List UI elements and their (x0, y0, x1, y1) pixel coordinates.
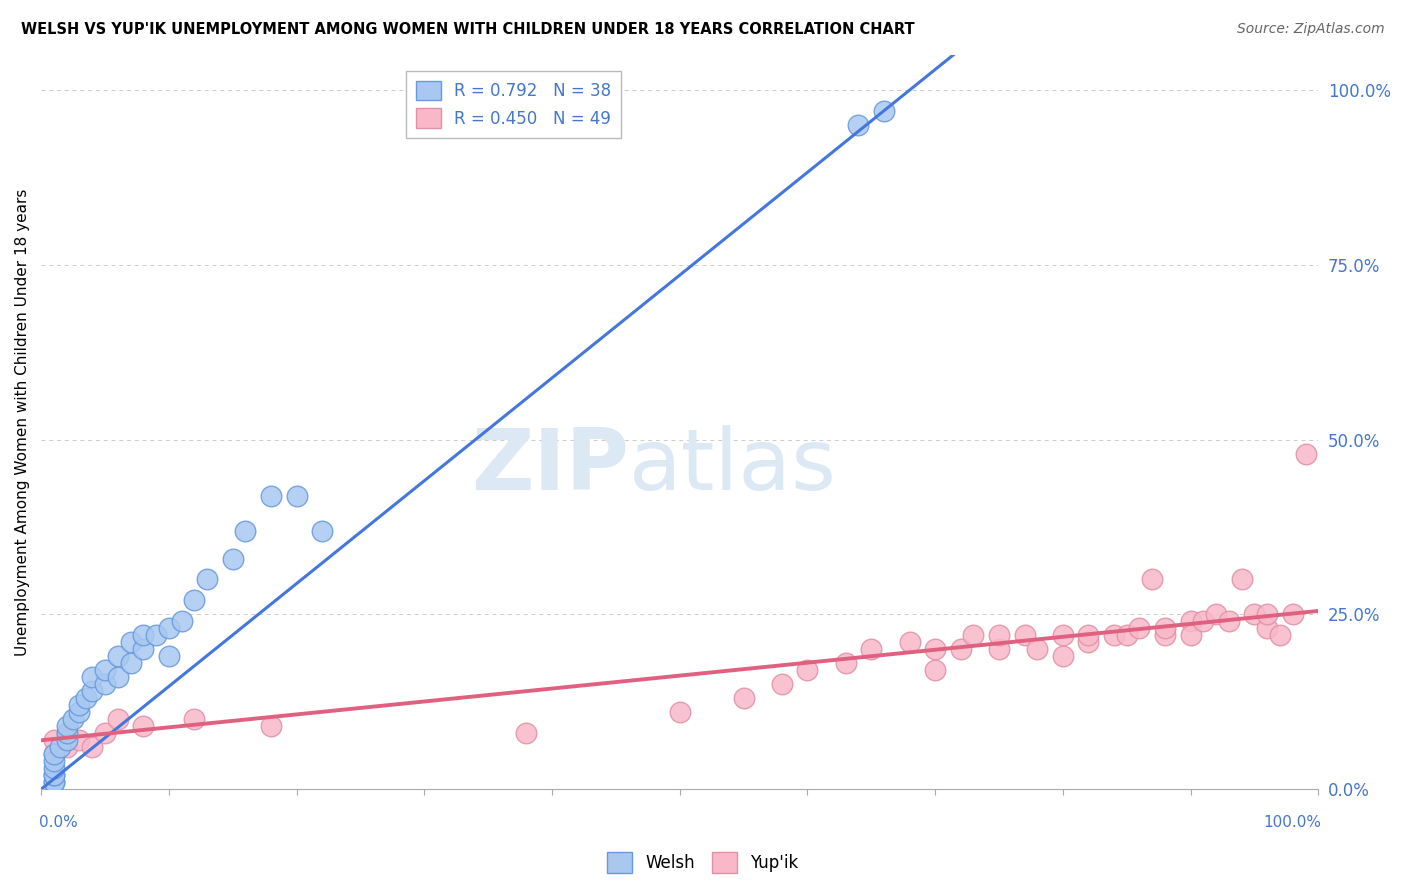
Point (1052, 628, 1074, 642)
Point (1077, 628, 1099, 642)
Point (67, 698, 90, 713)
Point (949, 642, 972, 657)
Point (42, 761, 65, 775)
Point (1154, 628, 1177, 642)
Point (668, 706, 690, 720)
Point (42, 747, 65, 762)
Point (132, 642, 155, 657)
Point (55, 740, 77, 755)
Point (221, 551, 243, 566)
Point (1268, 628, 1291, 642)
Point (94, 726, 117, 740)
Point (42, 747, 65, 762)
Point (94, 677, 117, 691)
Point (132, 628, 155, 642)
Point (1026, 642, 1049, 657)
Point (195, 573, 218, 587)
Point (1052, 649, 1074, 664)
Point (67, 706, 90, 720)
Point (145, 628, 167, 642)
Point (55, 719, 77, 733)
Legend: R = 0.792   N = 38, R = 0.450   N = 49: R = 0.792 N = 38, R = 0.450 N = 49 (406, 70, 621, 137)
Point (1115, 628, 1137, 642)
Point (860, 642, 883, 657)
Point (1295, 447, 1317, 461)
Point (42, 754, 65, 768)
Point (82, 684, 104, 698)
Y-axis label: Unemployment Among Women with Children Under 18 years: Unemployment Among Women with Children U… (15, 188, 30, 656)
Point (55, 726, 77, 740)
Point (1256, 607, 1278, 622)
Point (55, 733, 77, 747)
Point (285, 489, 308, 503)
Point (107, 712, 129, 726)
Point (183, 593, 205, 607)
Point (1154, 622, 1177, 636)
Point (796, 664, 818, 678)
Point (1230, 573, 1253, 587)
Point (848, 118, 870, 132)
Point (120, 657, 142, 671)
Text: ZIP: ZIP (471, 425, 628, 508)
Point (924, 664, 946, 678)
Point (42, 733, 65, 747)
Point (770, 677, 793, 691)
Point (1281, 607, 1303, 622)
Point (170, 615, 193, 629)
Point (924, 642, 946, 657)
Text: 100.0%: 100.0% (1263, 815, 1320, 830)
Point (42, 775, 65, 789)
Point (1218, 615, 1240, 629)
Point (988, 628, 1011, 642)
Point (42, 768, 65, 782)
Point (1256, 622, 1278, 636)
Point (235, 524, 257, 538)
Point (82, 740, 104, 755)
Text: atlas: atlas (628, 425, 837, 508)
Text: Source: ZipAtlas.com: Source: ZipAtlas.com (1237, 22, 1385, 37)
Point (157, 649, 180, 664)
Point (1205, 607, 1227, 622)
Point (107, 670, 129, 684)
Point (1243, 607, 1265, 622)
Point (55, 726, 77, 740)
Text: 0.0%: 0.0% (38, 815, 77, 830)
Point (67, 733, 90, 747)
Point (988, 642, 1011, 657)
Point (42, 775, 65, 789)
Point (107, 649, 129, 664)
Point (49, 740, 72, 755)
Point (260, 489, 283, 503)
Point (835, 657, 858, 671)
Point (1142, 573, 1164, 587)
Point (1180, 615, 1202, 629)
Point (515, 726, 537, 740)
Point (94, 664, 117, 678)
Point (120, 635, 142, 649)
Legend: Welsh, Yup'ik: Welsh, Yup'ik (600, 846, 806, 880)
Point (157, 622, 180, 636)
Point (733, 691, 755, 706)
Point (1128, 622, 1150, 636)
Point (1192, 615, 1215, 629)
Point (82, 670, 104, 684)
Point (311, 524, 333, 538)
Point (42, 768, 65, 782)
Point (898, 635, 921, 649)
Point (260, 719, 283, 733)
Point (962, 628, 984, 642)
Point (1014, 628, 1036, 642)
Point (132, 719, 155, 733)
Point (1102, 628, 1125, 642)
Point (1180, 628, 1202, 642)
Point (62, 712, 84, 726)
Text: WELSH VS YUP'IK UNEMPLOYMENT AMONG WOMEN WITH CHILDREN UNDER 18 YEARS CORRELATIO: WELSH VS YUP'IK UNEMPLOYMENT AMONG WOMEN… (21, 22, 915, 37)
Point (183, 712, 205, 726)
Point (873, 104, 896, 119)
Point (1077, 635, 1099, 649)
Point (75, 691, 97, 706)
